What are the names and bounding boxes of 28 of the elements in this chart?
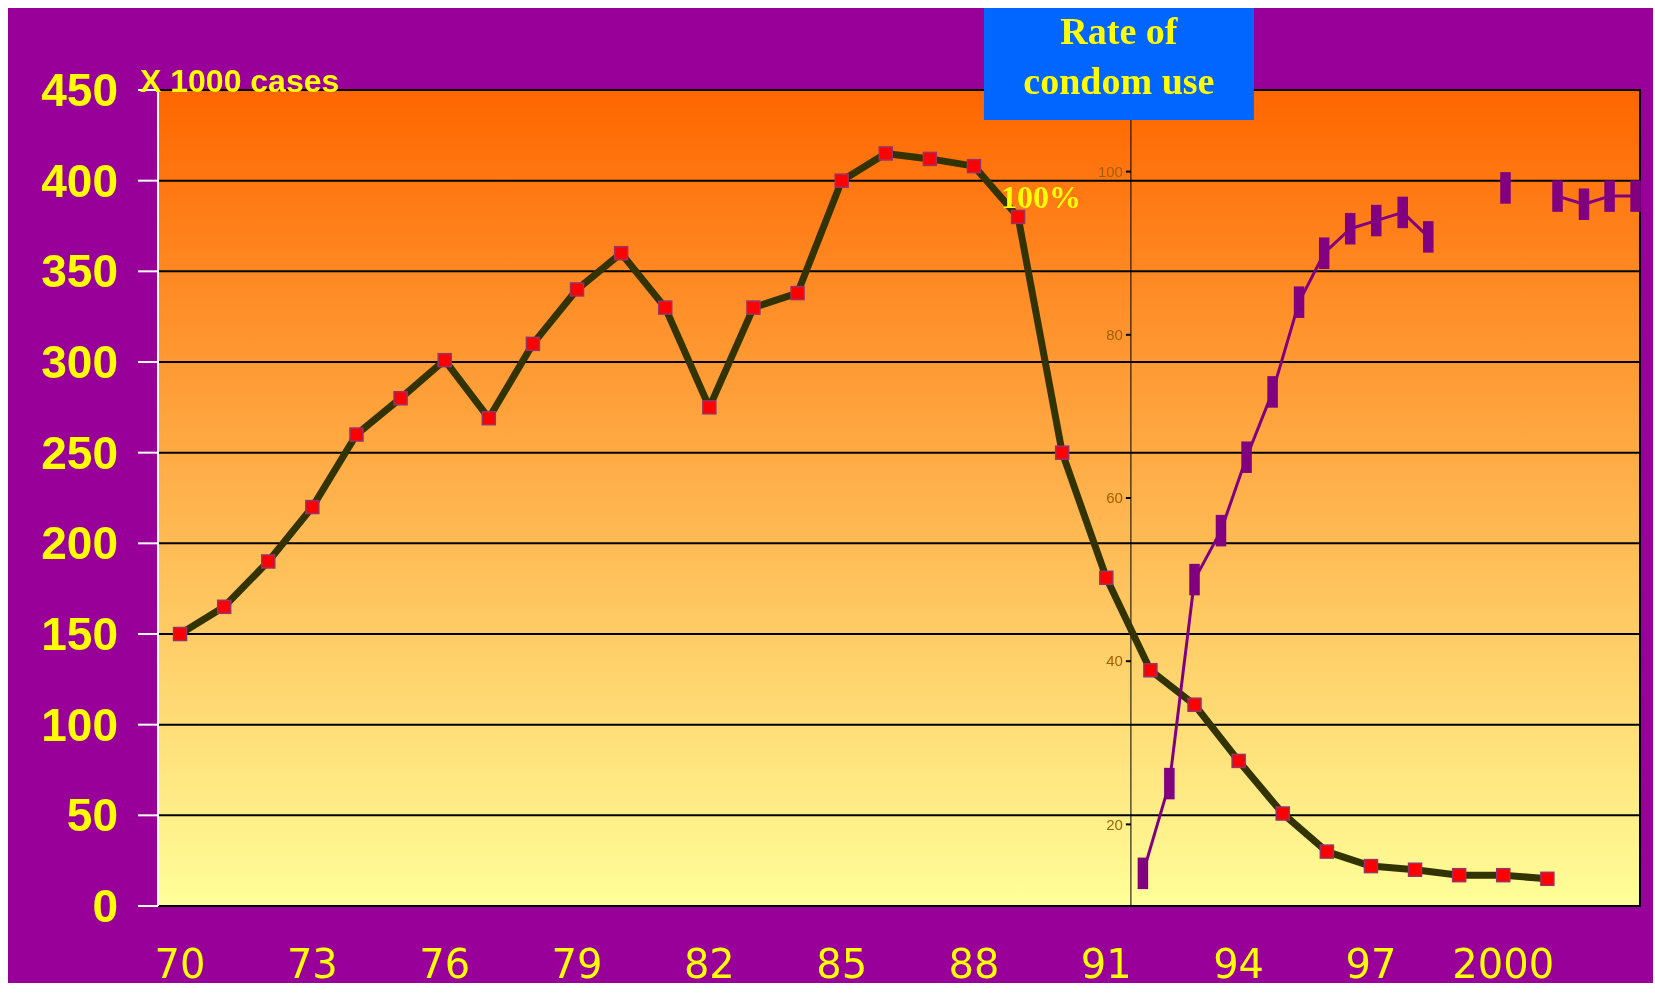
y2-tick-label: 20 xyxy=(1106,815,1123,833)
x-tick-label: 94 xyxy=(1213,941,1265,987)
x-tick-label: 2000 xyxy=(1452,941,1555,987)
x-tick-label: 76 xyxy=(419,941,471,987)
y-tick-label: 100 xyxy=(41,698,118,751)
y2-tick-label: 80 xyxy=(1106,326,1123,344)
y-tick-label: 50 xyxy=(66,789,118,842)
x-tick-label: 79 xyxy=(551,941,603,987)
y2-axis-title: Rate of condom use xyxy=(1023,10,1215,102)
y-tick-label: 250 xyxy=(41,426,118,479)
y-tick-label: 200 xyxy=(41,517,118,570)
y-tick-label: 300 xyxy=(41,336,118,389)
annotation: 100% xyxy=(1000,178,1081,215)
x-tick-label: 88 xyxy=(948,941,1000,987)
x-tick-label: 91 xyxy=(1080,941,1132,987)
y-tick-label: 150 xyxy=(41,608,118,661)
y-tick-label: 450 xyxy=(41,64,118,117)
x-tick-label: 73 xyxy=(286,941,338,987)
x-tick-label: 97 xyxy=(1345,941,1397,987)
x-tick-label: 85 xyxy=(816,941,868,987)
x-tick-label: 70 xyxy=(154,941,206,987)
y-tick-label: 350 xyxy=(41,245,118,298)
y2-tick-label: 100 xyxy=(1097,162,1123,180)
y2-tick-label: 60 xyxy=(1106,489,1123,507)
y2-tick-label: 40 xyxy=(1106,652,1123,670)
x-tick-label: 82 xyxy=(683,941,735,987)
y-tick-label: 400 xyxy=(41,154,118,207)
y-tick-label: 0 xyxy=(92,880,118,933)
